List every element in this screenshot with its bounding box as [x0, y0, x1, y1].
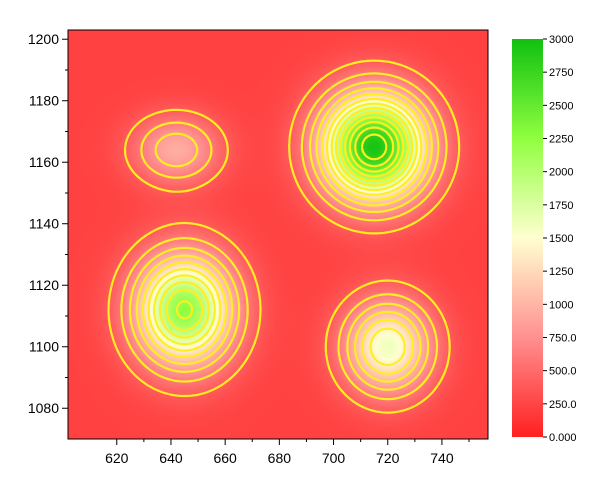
- contour-line-11: [354, 126, 395, 168]
- y-tick-label: 1180: [29, 93, 59, 109]
- colorbar-ticks: 0.000 250.0 500.0 750.0 1000 1250 1500 1750 2000…: [543, 34, 577, 444]
- x-tick-label: 700: [322, 450, 346, 466]
- y-tick-label: 1160: [29, 154, 59, 170]
- colorbar-tick-label: 2500: [549, 100, 573, 112]
- y-tick-label: 1080: [28, 400, 59, 416]
- colorbar-tick-label: 0.000: [549, 432, 577, 444]
- y-tick-label: 1140: [29, 216, 59, 232]
- contour-line-5: [147, 97, 423, 367]
- y-tick-label: 1100: [29, 339, 59, 355]
- colorbar-tick-label: 1000: [549, 299, 573, 311]
- colorbar-tick-label: 750.0: [549, 333, 577, 345]
- colorbar-tick-label: 2250: [549, 134, 573, 146]
- contour-line-9: [175, 116, 405, 320]
- contour-line-0: [107, 59, 461, 414]
- contour-line-10: [348, 121, 400, 173]
- colorbar-tick-label: 500.0: [549, 366, 577, 378]
- contour-line-8: [165, 111, 409, 331]
- x-tick-label: 660: [213, 450, 237, 466]
- heatmap-image: [68, 30, 488, 439]
- colorbar-gradient: [512, 39, 543, 437]
- contour-line-1: [120, 72, 448, 401]
- contour-line-2: [128, 80, 440, 391]
- plot-frame: [67, 29, 489, 440]
- contour-line-6: [153, 102, 418, 346]
- colorbar-tick-label: 1750: [549, 200, 573, 212]
- colorbar-tick-label: 2000: [549, 167, 573, 179]
- contour-line-7: [159, 107, 414, 339]
- x-tick-label: 640: [159, 450, 183, 466]
- colorbar: 0.000 250.0 500.0 750.0 1000 1250 1500 1750 2000…: [512, 34, 577, 444]
- contour-line-4: [141, 92, 428, 375]
- contour-line-3: [135, 87, 433, 383]
- x-tick-label: 620: [105, 450, 129, 466]
- y-tick-label: 1200: [28, 31, 59, 47]
- colorbar-tick-label: 2750: [549, 67, 573, 79]
- y-tick-label: 1120: [29, 277, 59, 293]
- contour-line-12: [360, 133, 388, 161]
- plot-area: [67, 29, 489, 440]
- x-axis: 620 640 660 680 700 720 740: [105, 439, 470, 466]
- x-tick-label: 720: [376, 450, 400, 466]
- colorbar-tick-label: 250.0: [549, 399, 577, 411]
- x-tick-label: 740: [430, 450, 454, 466]
- y-axis: 1080 1100 1120 1140 1160 1180 1200: [28, 31, 68, 416]
- contour-lines: [107, 59, 461, 414]
- x-tick-label: 680: [268, 450, 292, 466]
- colorbar-tick-label: 1500: [549, 233, 573, 245]
- colorbar-tick-label: 1250: [549, 266, 573, 278]
- colorbar-tick-label: 3000: [549, 34, 573, 46]
